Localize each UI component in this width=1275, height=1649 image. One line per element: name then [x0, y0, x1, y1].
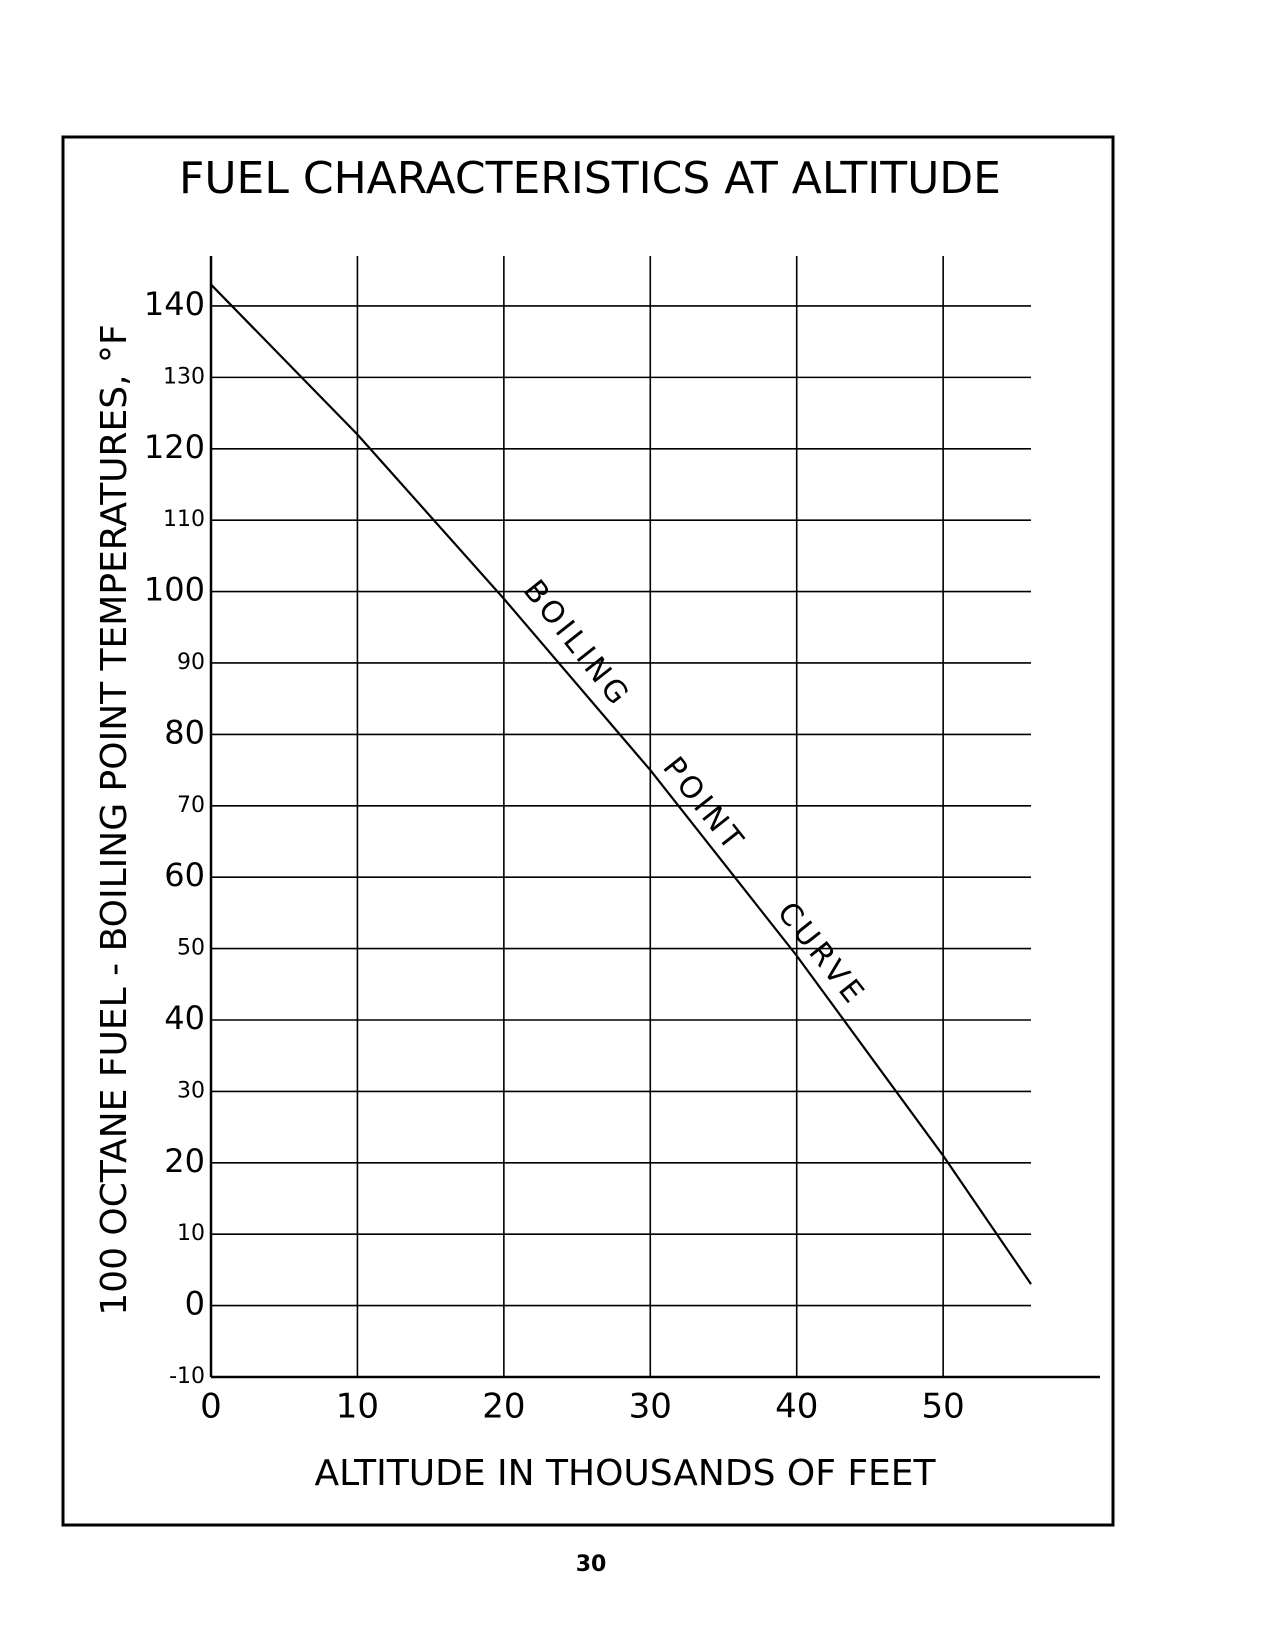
x-tick-label: 0: [200, 1387, 222, 1427]
y-tick-label: 80: [164, 713, 205, 751]
x-axis-label: ALTITUDE IN THOUSANDS OF FEET: [314, 1453, 936, 1494]
y-tick-label: 60: [164, 856, 205, 894]
x-tick-label: 20: [482, 1387, 525, 1427]
annotation: BOILING POINT CURVE: [516, 574, 873, 1013]
y-tick-label: 40: [164, 999, 205, 1037]
y-tick-label: 20: [164, 1142, 205, 1180]
y-tick-label: 50: [177, 936, 205, 961]
y-tick-label: 0: [185, 1285, 205, 1323]
x-tick-label: 40: [775, 1387, 818, 1427]
y-tick-label: 100: [144, 571, 205, 609]
frame: [61, 135, 1115, 1527]
x-tick-label: 50: [922, 1387, 965, 1427]
y-tick-label: 110: [163, 507, 205, 532]
y-tick-label: 90: [177, 650, 205, 675]
y-tick-label: 130: [163, 364, 205, 389]
y-tick-label: 70: [177, 793, 205, 818]
y-tick-label: 140: [144, 285, 205, 323]
x-tick-label: 10: [336, 1387, 379, 1427]
page-number: 30: [576, 1552, 607, 1577]
x-tick-label: 30: [629, 1387, 672, 1427]
y-axis-label: 100 OCTANE FUEL - BOILING POINT TEMPERAT…: [94, 324, 135, 1315]
chart-title: FUEL CHARACTERISTICS AT ALTITUDE: [179, 153, 1001, 204]
y-tick-label: 120: [144, 428, 205, 466]
y-tick-label: 30: [177, 1078, 205, 1103]
line: [210, 283, 1032, 1285]
y-tick-label: 10: [177, 1221, 205, 1246]
y-tick-label: -10: [169, 1364, 205, 1389]
